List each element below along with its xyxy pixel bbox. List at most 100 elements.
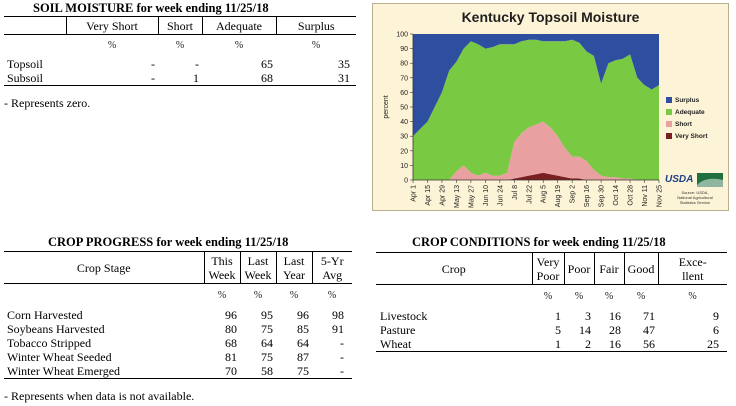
chart-title: Kentucky Topsoil Moisture — [461, 9, 640, 25]
cell-value: 47 — [643, 322, 655, 337]
unit-cell: % — [289, 289, 299, 301]
table-row: Subsoil - 1 68 31 — [4, 71, 356, 86]
y-axis-label: percent — [383, 95, 390, 118]
soil-note: - Represents zero. — [4, 96, 91, 110]
cell-value: 64 — [261, 335, 273, 350]
row-label: Corn Harvested — [7, 307, 83, 322]
cell-value: 14 — [579, 322, 591, 337]
cell-value: 65 — [261, 56, 273, 71]
cell-value: 91 — [332, 321, 344, 336]
cell-value: 1 — [193, 70, 199, 85]
y-tick-label: 90 — [400, 46, 408, 53]
cell-value: 64 — [297, 335, 309, 350]
unit-cell: % — [107, 39, 117, 51]
row-label: Pasture — [380, 322, 416, 337]
crop-progress-title: CROP PROGRESS for week ending 11/25/18 — [48, 235, 289, 249]
x-tick-label: Oct 28 — [628, 185, 635, 206]
cell-value: - — [151, 56, 155, 71]
cell-value: 16 — [609, 336, 621, 351]
progress-note: - Represents when data is not available. — [4, 389, 195, 403]
unit-row: % % % % % — [376, 285, 727, 309]
header-line: Last — [247, 253, 269, 268]
x-tick-label: May 27 — [468, 185, 475, 208]
unit-cell: % — [217, 289, 227, 301]
unit-cell: % — [175, 39, 185, 51]
x-tick-label: Jul 8 — [512, 185, 519, 200]
row-label: Livestock — [380, 308, 428, 323]
cell-value: 85 — [297, 321, 309, 336]
y-tick-label: 80 — [400, 61, 408, 68]
header-line: 5-Yr — [320, 253, 344, 268]
x-tick-label: Sep 16 — [584, 185, 591, 207]
cell-value: 71 — [643, 308, 655, 323]
y-tick-label: 20 — [400, 148, 408, 155]
x-tick-label: Jul 22 — [526, 185, 533, 204]
header-line: Last — [283, 253, 305, 268]
table-row: Wheat 1 2 16 56 25 — [376, 337, 727, 352]
cell-value: 3 — [585, 308, 591, 323]
legend-label: Short — [675, 121, 693, 128]
x-tick-label: Oct 14 — [613, 185, 620, 206]
header-line: llent — [682, 268, 704, 283]
legend-label: Surplus — [675, 97, 700, 104]
row-label: Winter Wheat Emerged — [7, 363, 121, 378]
cell-value: 70 — [225, 363, 237, 378]
table-row: Tobacco Stripped 68 64 64 - — [4, 336, 352, 350]
cell-value: 31 — [338, 70, 350, 85]
cell-value: 87 — [297, 349, 309, 364]
header-line: Week — [244, 267, 272, 282]
table-row: Soybeans Harvested 80 75 85 91 — [4, 322, 352, 336]
series-area-adequate — [413, 39, 659, 180]
cell-value: - — [151, 70, 155, 85]
table-row: Corn Harvested 96 95 96 98 — [4, 308, 352, 322]
unit-blank — [376, 285, 532, 309]
header-crop-stage: Crop Stage — [4, 251, 204, 284]
header-poor: Poor — [563, 252, 594, 285]
legend-swatch — [666, 133, 672, 139]
header-very-short: Very Short — [65, 16, 158, 35]
soil-moisture-title: SOIL MOISTURE for week ending 11/25/18 — [33, 1, 269, 15]
cell-value: 35 — [338, 56, 350, 71]
unit-cell: % — [636, 290, 646, 302]
x-tick-label: Sep 2 — [570, 185, 577, 203]
row-label: Wheat — [380, 336, 412, 351]
cell-value: 98 — [332, 307, 344, 322]
cell-value: 95 — [261, 307, 273, 322]
x-tick-label: May 13 — [454, 185, 461, 208]
source-text: National Agricultural — [677, 195, 713, 200]
table-header-row: Very Short Short Adequate Surplus — [4, 16, 356, 35]
legend-swatch — [666, 121, 672, 127]
header-surplus: Surplus — [275, 16, 356, 35]
crop-conditions-title: CROP CONDITIONS for week ending 11/25/18 — [412, 235, 666, 249]
cell-value: 1 — [555, 308, 561, 323]
header-line: Year — [282, 267, 306, 282]
unit-cell: % — [311, 39, 321, 51]
cell-value: 58 — [261, 363, 273, 378]
row-label: Tobacco Stripped — [7, 335, 92, 350]
y-tick-label: 0 — [404, 178, 408, 185]
usda-logo: USDA — [665, 174, 693, 185]
cell-value: 56 — [643, 336, 655, 351]
cell-value: 96 — [225, 307, 237, 322]
table-row: Winter Wheat Emerged 70 58 75 - — [4, 364, 352, 379]
series-area-short — [413, 121, 659, 180]
header-excellent: Exce-llent — [657, 252, 727, 285]
x-tick-label: Apr 15 — [425, 185, 432, 206]
series-area-very-short — [413, 172, 659, 180]
unit-cell: % — [688, 290, 697, 302]
x-tick-label: Sep 30 — [599, 185, 606, 207]
unit-cell: % — [604, 290, 614, 302]
cell-value: 6 — [713, 322, 719, 337]
cell-value: 16 — [609, 308, 621, 323]
cell-value: 81 — [225, 349, 237, 364]
x-tick-label: Aug 5 — [541, 185, 548, 203]
header-line: Poor — [536, 268, 560, 283]
header-very-poor: Very Poor — [531, 252, 564, 285]
cell-value: 75 — [261, 321, 273, 336]
header-5yr-avg: 5-Yr Avg — [311, 251, 352, 284]
unit-cell: % — [543, 290, 553, 302]
legend-label: Very Short — [675, 133, 708, 140]
unit-cell: % — [574, 290, 584, 302]
unit-row: % % % % — [4, 35, 356, 57]
cell-value: 68 — [225, 335, 237, 350]
